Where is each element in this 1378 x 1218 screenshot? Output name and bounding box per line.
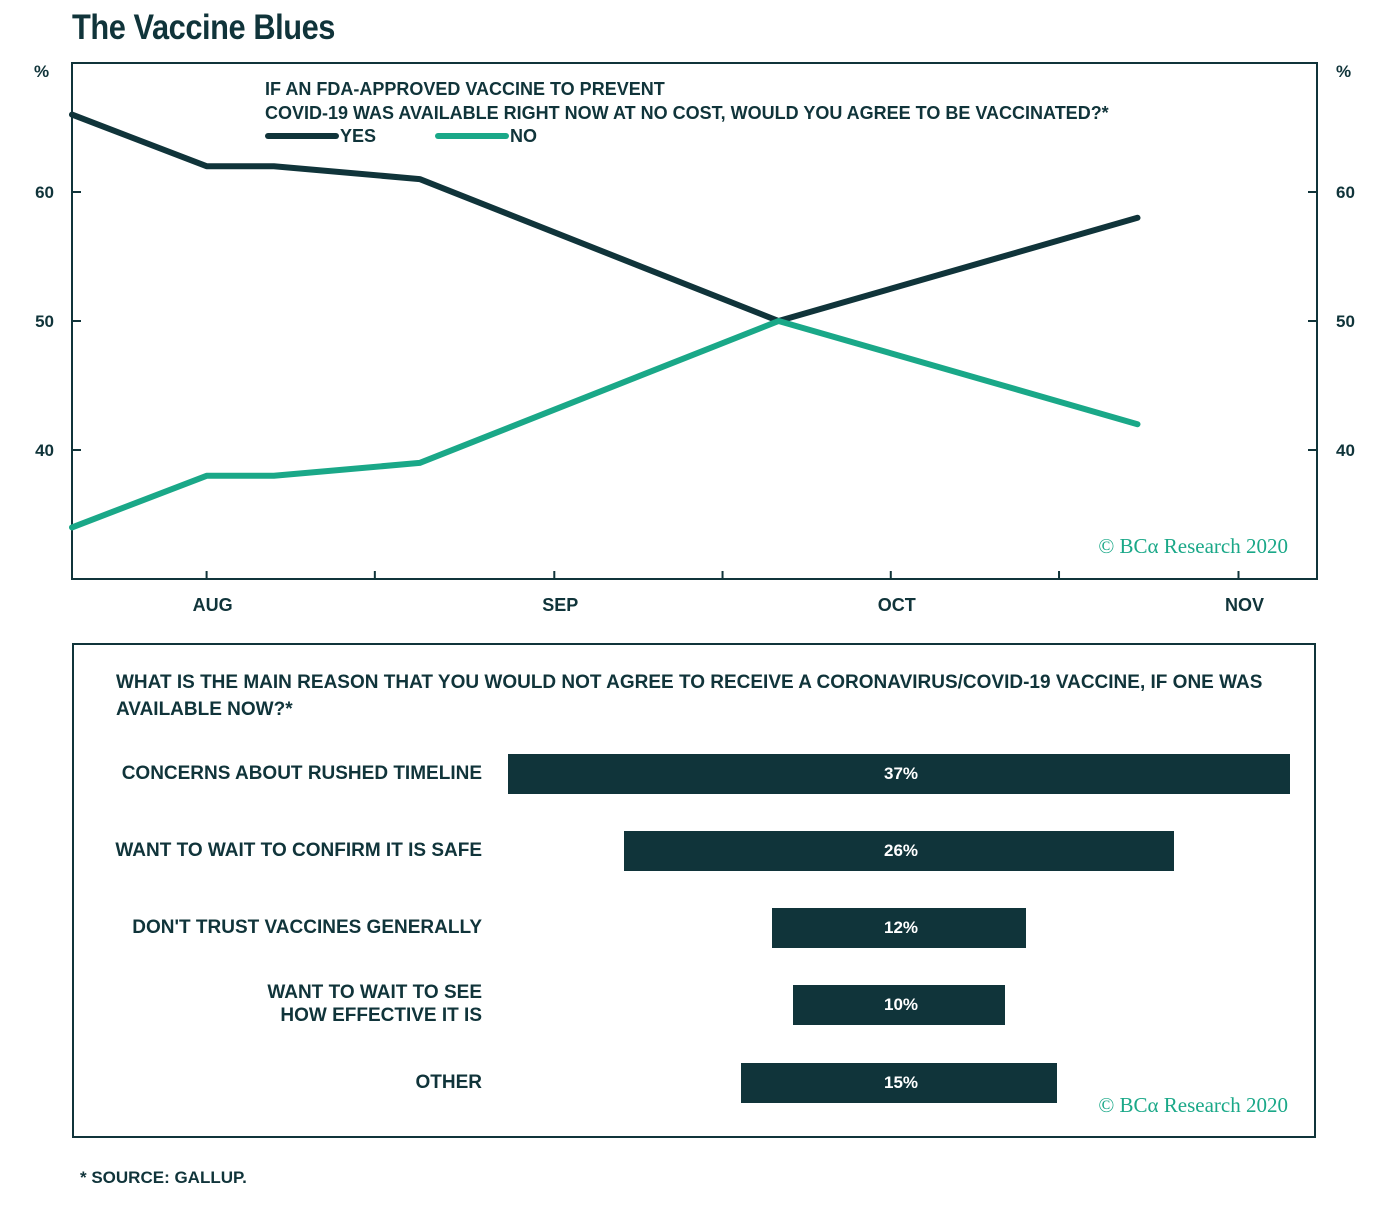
- source-footnote: * SOURCE: GALLUP.: [80, 1168, 247, 1187]
- series-line-no: [69, 318, 1141, 531]
- line-chart-title-line: COVID-19 WAS AVAILABLE RIGHT NOW AT NO C…: [265, 103, 1109, 123]
- y-axis-unit-left: %: [34, 62, 49, 81]
- bar-value-label: 12%: [883, 918, 919, 937]
- bar-row: OTHER 15%: [74, 1061, 1314, 1103]
- series-line-yes: [69, 111, 1141, 324]
- bar: [793, 985, 1005, 1025]
- bar-row: DON'T TRUST VACCINES GENERALLY 12%: [74, 906, 1314, 948]
- bar-category-label: CONCERNS ABOUT RUSHED TIMELINE: [121, 762, 482, 784]
- legend-label-yes: YES: [340, 126, 376, 146]
- bar-chart-credit: © BCα Research 2020: [1098, 1093, 1288, 1117]
- legend-label-no: NO: [510, 126, 537, 146]
- y-axis-unit-right: %: [1336, 62, 1351, 81]
- line-chart-title-line: IF AN FDA-APPROVED VACCINE TO PREVENT: [265, 79, 665, 99]
- y-tick-label-right: 50: [1336, 312, 1355, 331]
- bar-value-label: 37%: [883, 764, 919, 783]
- bar-value-label: 10%: [883, 995, 919, 1014]
- x-tick-label: OCT: [878, 595, 916, 615]
- bar-row: WANT TO WAIT TO SEE HOW EFFECTIVE IT IS 1…: [74, 982, 1314, 1026]
- bar-category-label: DON'T TRUST VACCINES GENERALLY: [132, 916, 482, 938]
- bar-category-label: WANT TO WAIT TO CONFIRM IT IS SAFE: [115, 839, 482, 861]
- y-tick-label-right: 60: [1336, 183, 1355, 202]
- y-tick-label-left: 40: [35, 441, 54, 460]
- bar: [772, 908, 1026, 948]
- y-tick-label-left: 60: [35, 183, 54, 202]
- bar-category-label: WANT TO WAIT TO SEE HOW EFFECTIVE IT IS: [267, 982, 482, 1026]
- y-tick-label-right: 40: [1336, 441, 1355, 460]
- bar-value-label: 26%: [883, 841, 919, 860]
- bar-value-label: 15%: [883, 1073, 919, 1092]
- x-tick-label: AUG: [193, 595, 233, 615]
- bar-chart-question: WHAT IS THE MAIN REASON THAT YOU WOULD N…: [116, 672, 1263, 720]
- x-tick-label: NOV: [1225, 595, 1264, 615]
- bar-row: WANT TO WAIT TO CONFIRM IT IS SAFE 26%: [74, 829, 1314, 871]
- bar: [740, 1063, 1058, 1103]
- x-tick-label: SEP: [542, 595, 578, 615]
- line-chart-credit: © BCα Research 2020: [1098, 534, 1288, 558]
- bar-chart-panel: WHAT IS THE MAIN REASON THAT YOU WOULD N…: [72, 643, 1316, 1138]
- y-tick-label-left: 50: [35, 312, 54, 331]
- page-title: The Vaccine Blues: [72, 8, 336, 47]
- bar-category-label: OTHER: [415, 1071, 483, 1093]
- bar: [508, 754, 1290, 794]
- bar: [624, 831, 1174, 871]
- bar-row: CONCERNS ABOUT RUSHED TIMELINE 37%: [74, 752, 1314, 794]
- plot-frame: [71, 62, 1318, 580]
- line-chart: 40 40 50 50 60 60% % AUG SEP OCT NOV IF AN FDA-APPR…: [34, 62, 1355, 615]
